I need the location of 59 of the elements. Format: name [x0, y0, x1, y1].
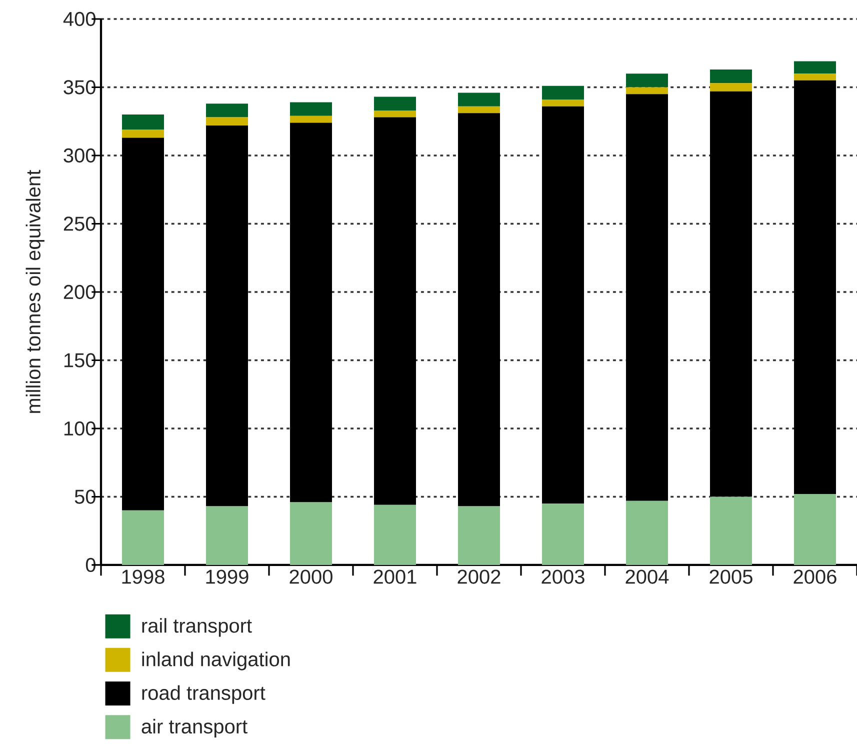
y-tick-label: 200	[64, 284, 96, 300]
x-tick-label: 2006	[794, 570, 836, 584]
bar	[290, 102, 332, 116]
x-tick-label: 2000	[290, 570, 332, 584]
bar	[122, 138, 164, 510]
bar	[290, 122, 332, 502]
bar	[794, 74, 836, 80]
bar	[626, 74, 668, 88]
bar	[122, 114, 164, 130]
y-tick-label: 400	[63, 12, 96, 26]
y-tick-label: 150	[64, 353, 96, 368]
bar	[710, 496, 752, 565]
x-tick-label: 2001	[374, 570, 416, 584]
y-tick-label: 100	[64, 421, 96, 436]
x-tick-label: 2003	[542, 570, 584, 584]
bar	[458, 113, 500, 506]
x-tick-label: 1999	[206, 570, 248, 584]
x-tick-label: 2004	[626, 570, 669, 584]
bar	[290, 116, 332, 123]
legend-label: inland navigation	[142, 652, 290, 670]
bar	[794, 61, 836, 74]
bar	[626, 500, 668, 565]
bar	[542, 86, 584, 100]
legend-label: air transport	[142, 718, 248, 738]
bar	[122, 510, 164, 565]
bar	[458, 106, 500, 114]
y-tick-label: 250	[64, 216, 96, 231]
bar	[542, 106, 584, 504]
legend-label: rail transport	[142, 618, 252, 637]
bar	[374, 110, 416, 118]
bar	[794, 80, 836, 494]
x-tick-label: 2005	[710, 570, 752, 584]
bar	[710, 83, 752, 92]
bar	[206, 506, 248, 565]
bar	[626, 87, 668, 94]
bar	[542, 100, 584, 106]
bar	[794, 494, 836, 565]
bar	[458, 92, 500, 106]
bar	[374, 504, 416, 565]
bar	[626, 94, 668, 501]
bar	[374, 96, 416, 110]
bar	[206, 117, 248, 126]
y-tick-label: 50	[74, 490, 96, 504]
y-tick-label: 300	[64, 148, 96, 163]
legend-label: road transport	[142, 685, 266, 704]
x-tick-label: 2002	[458, 570, 500, 584]
bar	[374, 117, 416, 505]
y-tick-label: 0	[86, 558, 96, 572]
bar	[710, 70, 752, 84]
bar	[122, 130, 164, 138]
bar	[206, 104, 248, 118]
bar	[206, 125, 248, 506]
bar	[290, 502, 332, 565]
bar	[710, 91, 752, 497]
bar	[542, 504, 584, 565]
x-tick-label: 1998	[122, 570, 164, 584]
bar	[458, 506, 500, 565]
y-tick-label: 350	[64, 80, 96, 94]
y-axis-title: million tonnes oil equivalent	[26, 170, 44, 413]
